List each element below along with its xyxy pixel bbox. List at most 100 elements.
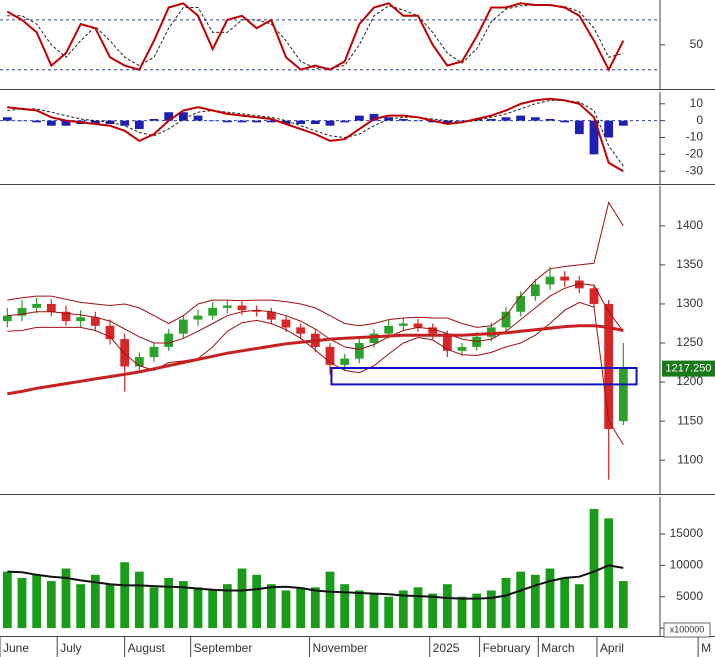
bar [237, 568, 247, 629]
bar [604, 120, 614, 138]
bar [61, 120, 71, 126]
candle-body [384, 325, 394, 334]
bar [486, 118, 496, 121]
bar [76, 584, 86, 629]
candle-body [164, 333, 174, 347]
bar [354, 590, 364, 629]
candle-body [105, 325, 115, 340]
candle-body [618, 368, 628, 422]
series-line [7, 4, 624, 69]
series-line [6, 2, 625, 72]
y-tick-label: 1400 [676, 218, 703, 232]
bar [32, 120, 42, 123]
bar [193, 587, 203, 629]
bar [193, 115, 203, 121]
y-tick-label: 1200 [676, 374, 703, 388]
bar [90, 120, 100, 125]
bar [149, 118, 159, 121]
candle-body [501, 311, 511, 328]
series-line [7, 301, 624, 445]
bar [618, 120, 628, 126]
bar [384, 117, 394, 121]
bar [472, 593, 482, 629]
bar [208, 590, 218, 629]
bar [501, 117, 511, 121]
bar [398, 590, 408, 629]
y-tick-label: 1350 [676, 257, 703, 271]
candle-body [208, 307, 218, 316]
candle-body [61, 311, 71, 322]
candle-body [604, 303, 614, 429]
bar [237, 120, 247, 123]
bar [369, 113, 379, 121]
unit-label: x100000 [670, 624, 705, 634]
bar [457, 596, 467, 629]
bar [354, 115, 364, 121]
bar [17, 120, 27, 122]
candle-body [237, 305, 247, 311]
bar [105, 584, 115, 629]
candle-body [560, 276, 570, 281]
candle-body [252, 310, 262, 312]
bar [457, 120, 467, 122]
bar [134, 571, 144, 629]
bar [589, 120, 599, 155]
x-tick-label: September [194, 641, 253, 655]
bar [266, 120, 276, 123]
candle-body [574, 280, 584, 289]
last-price-label: 1217.250 [666, 363, 712, 375]
bar [560, 577, 570, 629]
candle-body [589, 288, 599, 304]
bar [325, 120, 335, 126]
candle-body [76, 317, 86, 322]
x-tick-label: June [3, 641, 29, 655]
bar [164, 577, 174, 629]
bar [618, 581, 628, 629]
candle-body [398, 323, 408, 326]
bar [604, 518, 614, 629]
bar [281, 120, 291, 125]
y-tick-label: 0 [696, 113, 703, 127]
bar [296, 587, 306, 629]
bar [281, 590, 291, 629]
bar [340, 584, 350, 629]
bar [266, 584, 276, 629]
bar [530, 117, 540, 121]
bar [442, 120, 452, 125]
x-tick-label: July [60, 641, 81, 655]
y-tick-label: 1150 [677, 413, 703, 427]
bar [340, 120, 350, 123]
bar [208, 120, 218, 122]
bar [222, 120, 232, 123]
y-tick-label: 1250 [676, 335, 703, 349]
x-tick-label: M [701, 641, 711, 655]
bar [105, 120, 115, 125]
bar [398, 118, 408, 121]
bar [413, 120, 423, 122]
series-line [7, 97, 624, 173]
candle-body [530, 284, 540, 297]
bar [134, 120, 144, 130]
x-tick-label: 2025 [433, 641, 460, 655]
bar [149, 587, 159, 629]
bar [222, 584, 232, 629]
candle-body [46, 303, 56, 312]
bar [310, 120, 320, 125]
bar [32, 574, 42, 629]
bar [413, 587, 423, 629]
bar [178, 581, 188, 629]
candle-body [17, 307, 27, 316]
candle-body [90, 317, 100, 326]
bar [120, 562, 130, 629]
candle-body [134, 357, 144, 367]
bar [120, 120, 130, 126]
bar [2, 117, 12, 121]
bar [296, 120, 306, 125]
y-tick-label: 5000 [676, 589, 703, 603]
bar [545, 568, 555, 629]
series-line [7, 564, 624, 600]
candle-body [516, 296, 526, 312]
bar [384, 596, 394, 629]
bar [501, 577, 511, 629]
